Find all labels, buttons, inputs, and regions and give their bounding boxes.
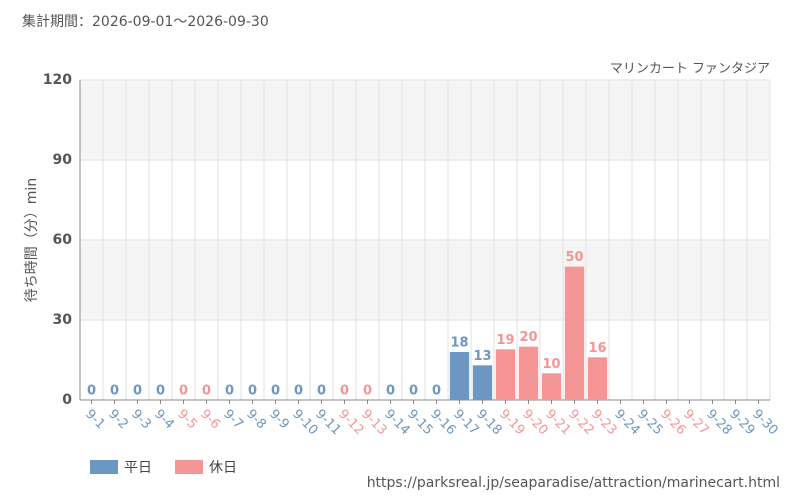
x-tick-label: 9-9	[266, 407, 292, 433]
bar	[450, 352, 469, 400]
x-tick-label: 9-6	[197, 407, 223, 433]
value-label: 0	[225, 384, 234, 399]
value-label: 0	[87, 384, 96, 399]
source-url: https://parksreal.jp/seaparadise/attract…	[367, 475, 780, 491]
value-label: 0	[248, 384, 257, 399]
value-label: 0	[386, 384, 395, 399]
y-tick-label: 90	[53, 152, 73, 168]
value-label: 13	[473, 349, 491, 364]
x-tick-label: 9-1	[82, 407, 108, 433]
value-label: 0	[133, 384, 142, 399]
chart-subtitle: マリンカート ファンタジア	[610, 62, 770, 77]
legend-label: 平日	[124, 460, 152, 476]
value-label: 16	[588, 341, 606, 356]
value-label: 0	[363, 384, 372, 399]
value-label: 0	[156, 384, 165, 399]
x-tick-label: 9-5	[174, 407, 200, 433]
value-label: 19	[496, 333, 514, 348]
legend-swatch	[175, 460, 203, 474]
x-tick-label: 9-8	[243, 407, 269, 433]
x-tick-label: 9-7	[220, 407, 246, 433]
bar	[588, 357, 607, 400]
x-tick-label: 9-3	[128, 407, 154, 433]
value-label: 0	[202, 384, 211, 399]
value-label: 0	[432, 384, 441, 399]
chart-title: 集計期間：2026-09-01～2026-09-30	[22, 13, 269, 30]
value-label: 20	[519, 330, 537, 345]
value-label: 0	[409, 384, 418, 399]
legend-label: 休日	[209, 460, 237, 476]
y-axis-label: 待ち時間（分）min	[24, 178, 40, 302]
y-tick-label: 30	[53, 312, 73, 328]
legend-swatch	[90, 460, 118, 474]
bar	[565, 267, 584, 400]
value-label: 0	[271, 384, 280, 399]
y-tick-label: 120	[43, 72, 72, 88]
value-label: 0	[340, 384, 349, 399]
x-tick-label: 9-10	[289, 407, 320, 438]
value-label: 0	[294, 384, 303, 399]
value-label: 50	[565, 250, 583, 265]
value-label: 0	[179, 384, 188, 399]
value-label: 0	[110, 384, 119, 399]
y-tick-label: 60	[53, 232, 73, 248]
bar	[473, 365, 492, 400]
y-tick-label: 0	[62, 392, 72, 408]
bar	[519, 347, 538, 400]
value-label: 10	[542, 357, 560, 372]
value-label: 18	[450, 336, 468, 351]
bar	[496, 349, 515, 400]
x-tick-label: 9-4	[151, 407, 177, 433]
x-tick-label: 9-2	[105, 407, 131, 433]
bar	[542, 373, 561, 400]
value-label: 0	[317, 384, 326, 399]
